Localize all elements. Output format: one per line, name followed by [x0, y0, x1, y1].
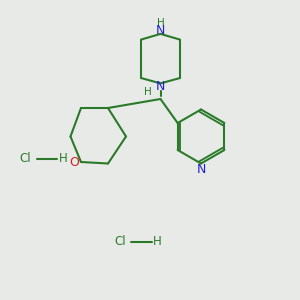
Text: H: H	[144, 87, 152, 98]
Text: H: H	[153, 235, 162, 248]
Text: N: N	[196, 163, 206, 176]
Text: H: H	[58, 152, 68, 166]
Text: N: N	[156, 23, 165, 37]
Text: N: N	[156, 80, 165, 94]
Text: Cl: Cl	[114, 235, 126, 248]
Text: O: O	[70, 155, 79, 169]
Text: Cl: Cl	[20, 152, 31, 166]
Text: H: H	[157, 18, 164, 28]
